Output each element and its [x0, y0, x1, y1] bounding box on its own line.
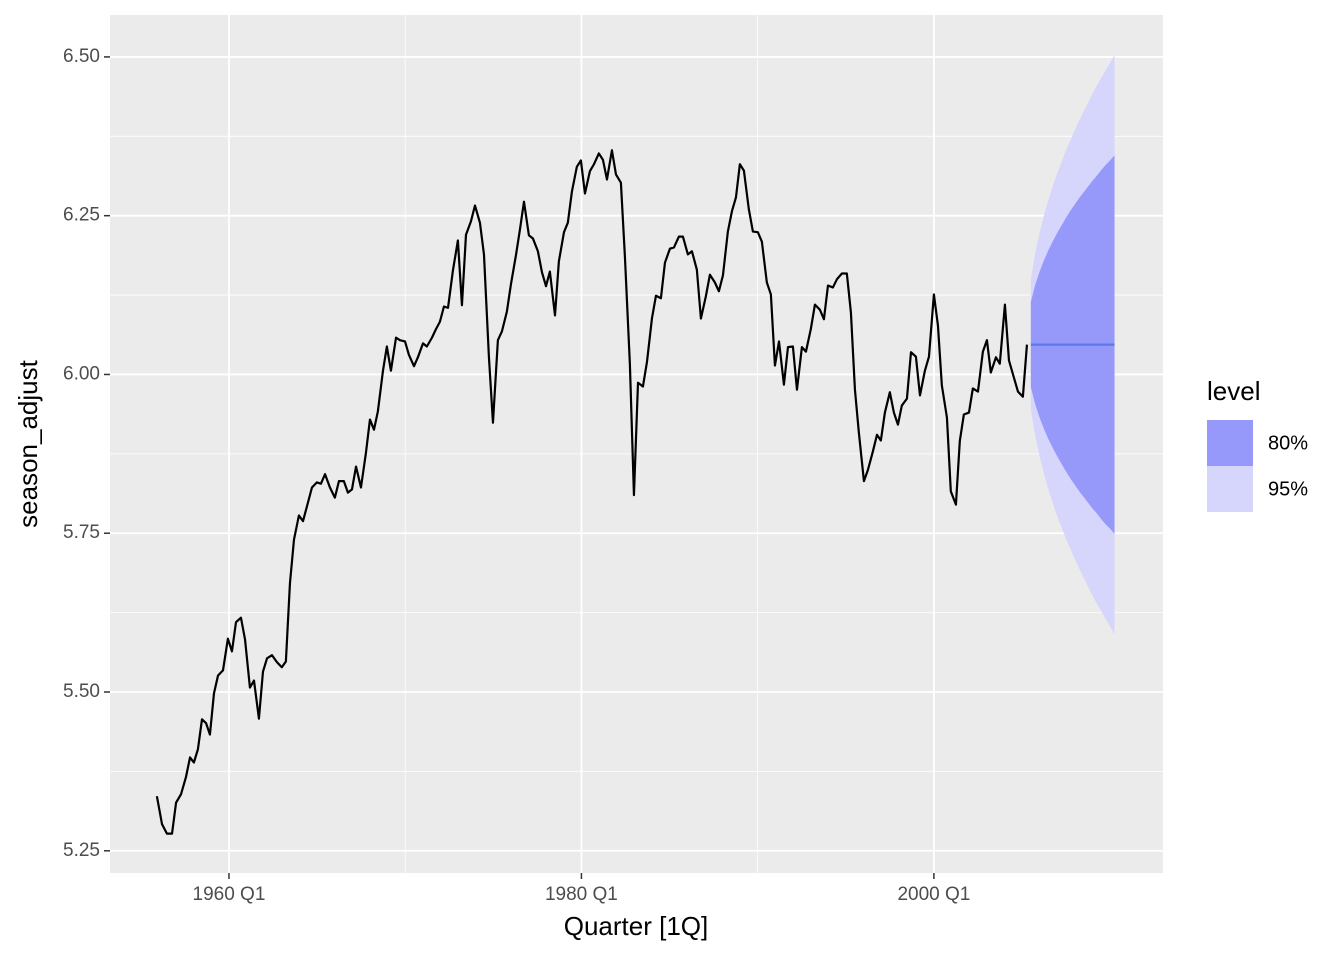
legend-key	[1207, 420, 1253, 466]
y-tick-label: 5.50	[63, 681, 100, 702]
x-tick-label: 1980 Q1	[545, 884, 618, 905]
legend-title: level	[1207, 376, 1260, 406]
y-axis-title: season_adjust	[13, 359, 43, 527]
x-tick-label: 1960 Q1	[193, 884, 266, 905]
legend-label: 80%	[1268, 432, 1308, 454]
series-line	[155, 149, 1029, 835]
y-tick-label: 6.25	[63, 205, 100, 226]
legend-label: 95%	[1268, 478, 1308, 500]
legend-key	[1207, 466, 1253, 512]
y-tick-label: 5.25	[63, 840, 100, 861]
x-tick-label: 2000 Q1	[897, 884, 970, 905]
y-tick-label: 5.75	[63, 522, 100, 543]
y-tick-label: 6.00	[63, 363, 100, 384]
x-axis-title: Quarter [1Q]	[564, 911, 709, 941]
y-tick-label: 6.50	[63, 46, 100, 67]
